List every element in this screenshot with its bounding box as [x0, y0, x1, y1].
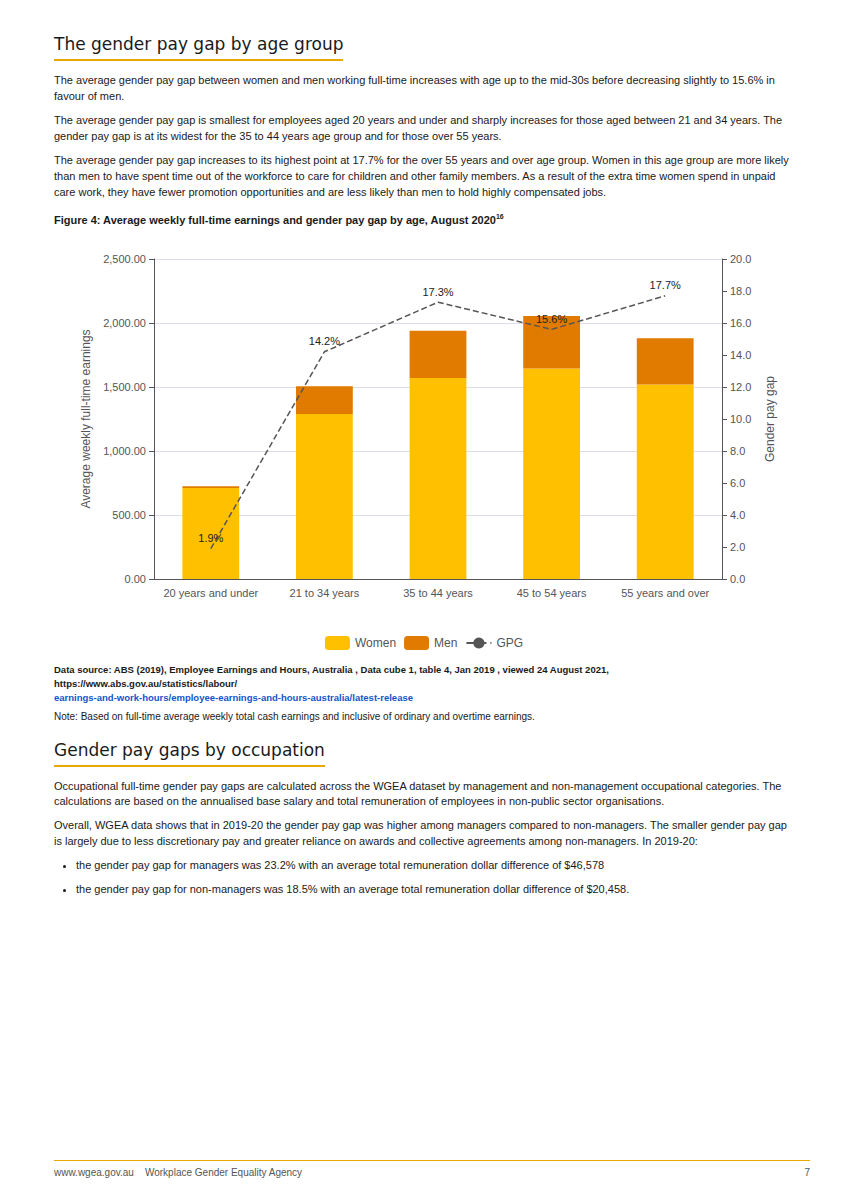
html-text:Gender pay gaps by occupation: Gender pay gaps by occupation — [54, 739, 325, 760]
html-text:Overall, WGEA data shows that: Overall, WGEA data shows that in 2019-20… — [54, 819, 787, 848]
svg-text:Men: Men — [434, 636, 457, 650]
svg-text:Women: Women — [355, 636, 396, 650]
html-text:www.wgea.gov.au Workplace Gend: www.wgea.gov.au Workplace Gender Equalit… — [54, 1167, 303, 1178]
svg-text:18.0: 18.0 — [730, 285, 751, 297]
svg-text:6.0: 6.0 — [730, 477, 745, 489]
html-text:7: 7 — [804, 1167, 810, 1178]
svg-text:2.0: 2.0 — [730, 541, 745, 553]
svg-text:2,000.00: 2,000.00 — [103, 317, 146, 329]
svg-text:45 to 54 years: 45 to 54 years — [517, 587, 587, 599]
svg-text:55 years and over: 55 years and over — [621, 587, 709, 599]
svg-text:4.0: 4.0 — [730, 509, 745, 521]
html-text:Figure 4: Average weekly full-: Figure 4: Average weekly full-time earni… — [54, 213, 496, 226]
svg-text:2,500.00: 2,500.00 — [103, 253, 146, 265]
html-text:Data source: ABS (2019), Emplo: Data source: ABS (2019), Employee Earnin… — [54, 664, 609, 689]
svg-text:0.0: 0.0 — [730, 573, 745, 585]
html-text:The average gender pay gap is: The average gender pay gap is smallest f… — [54, 113, 783, 142]
svg-text:1,500.00: 1,500.00 — [103, 381, 146, 393]
svg-text:16.0: 16.0 — [730, 317, 751, 329]
svg-text:35 to 44 years: 35 to 44 years — [403, 587, 473, 599]
svg-text:21 to 34 years: 21 to 34 years — [290, 587, 360, 599]
html-text:the gender pay gap for non-man: the gender pay gap for non-managers was … — [76, 883, 630, 896]
svg-text:17.3%: 17.3% — [422, 286, 453, 298]
svg-text:500.00: 500.00 — [112, 509, 146, 521]
svg-text:1.9%: 1.9% — [198, 532, 223, 544]
html-text:The average gender pay gap bet: The average gender pay gap between women… — [54, 74, 775, 102]
svg-text:0.00: 0.00 — [125, 573, 146, 585]
svg-text:8.0: 8.0 — [730, 445, 745, 457]
html-text:the gender pay gap for manager: the gender pay gap for managers was 23.2… — [76, 859, 605, 872]
svg-text:1,000.00: 1,000.00 — [103, 445, 146, 457]
html-text:The gender pay gap by age grou: The gender pay gap by age group — [54, 34, 344, 54]
svg-text:14.2%: 14.2% — [309, 336, 340, 348]
html-text:Note: Based on full-time avera: Note: Based on full-time average weekly … — [54, 710, 535, 722]
svg-text:Gender pay gap: Gender pay gap — [763, 376, 777, 462]
svg-text:15.6%: 15.6% — [536, 313, 567, 325]
html-text:Occupational full-time gender: Occupational full-time gender pay gaps a… — [54, 779, 782, 808]
svg-text:10.0: 10.0 — [730, 413, 751, 425]
html-text:The average gender pay gap inc: The average gender pay gap increases to … — [54, 153, 789, 198]
html-text:16: 16 — [496, 212, 504, 220]
svg-text:17.7%: 17.7% — [650, 280, 681, 292]
svg-text:14.0: 14.0 — [730, 349, 751, 361]
svg-text:20.0: 20.0 — [730, 253, 751, 265]
svg-text:20 years and under: 20 years and under — [163, 587, 258, 599]
svg-text:GPG: GPG — [496, 636, 523, 650]
html-text:earnings-and-work-hours/employ: earnings-and-work-hours/employee-earning… — [54, 691, 413, 703]
svg-text:12.0: 12.0 — [730, 381, 751, 393]
svg-text:Average weekly full-time earni: Average weekly full-time earnings — [79, 330, 93, 509]
